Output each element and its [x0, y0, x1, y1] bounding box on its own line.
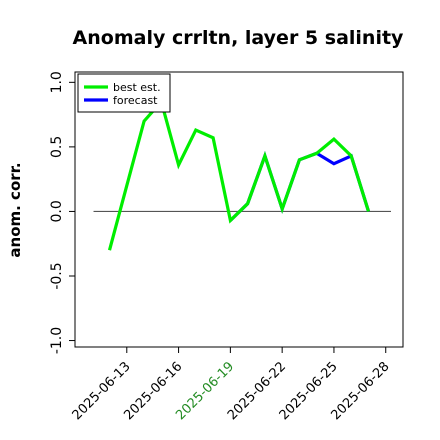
y-tick-label: 0.5	[49, 136, 65, 158]
axes-frame	[74, 71, 404, 348]
chart-title: Anomaly crrltn, layer 5 salinity	[73, 27, 404, 49]
legend-label: best est.	[113, 81, 161, 94]
y-tick-label: -1.0	[49, 327, 65, 354]
legend-box	[77, 73, 171, 113]
legend: best est.forecast	[77, 73, 171, 113]
y-tick-label: -0.5	[49, 262, 65, 289]
legend-label: forecast	[113, 94, 158, 107]
y-tick-label: 1.0	[49, 71, 65, 93]
y-axis-label: anom. corr.	[6, 162, 24, 257]
y-tick-label: 0.0	[49, 200, 65, 222]
